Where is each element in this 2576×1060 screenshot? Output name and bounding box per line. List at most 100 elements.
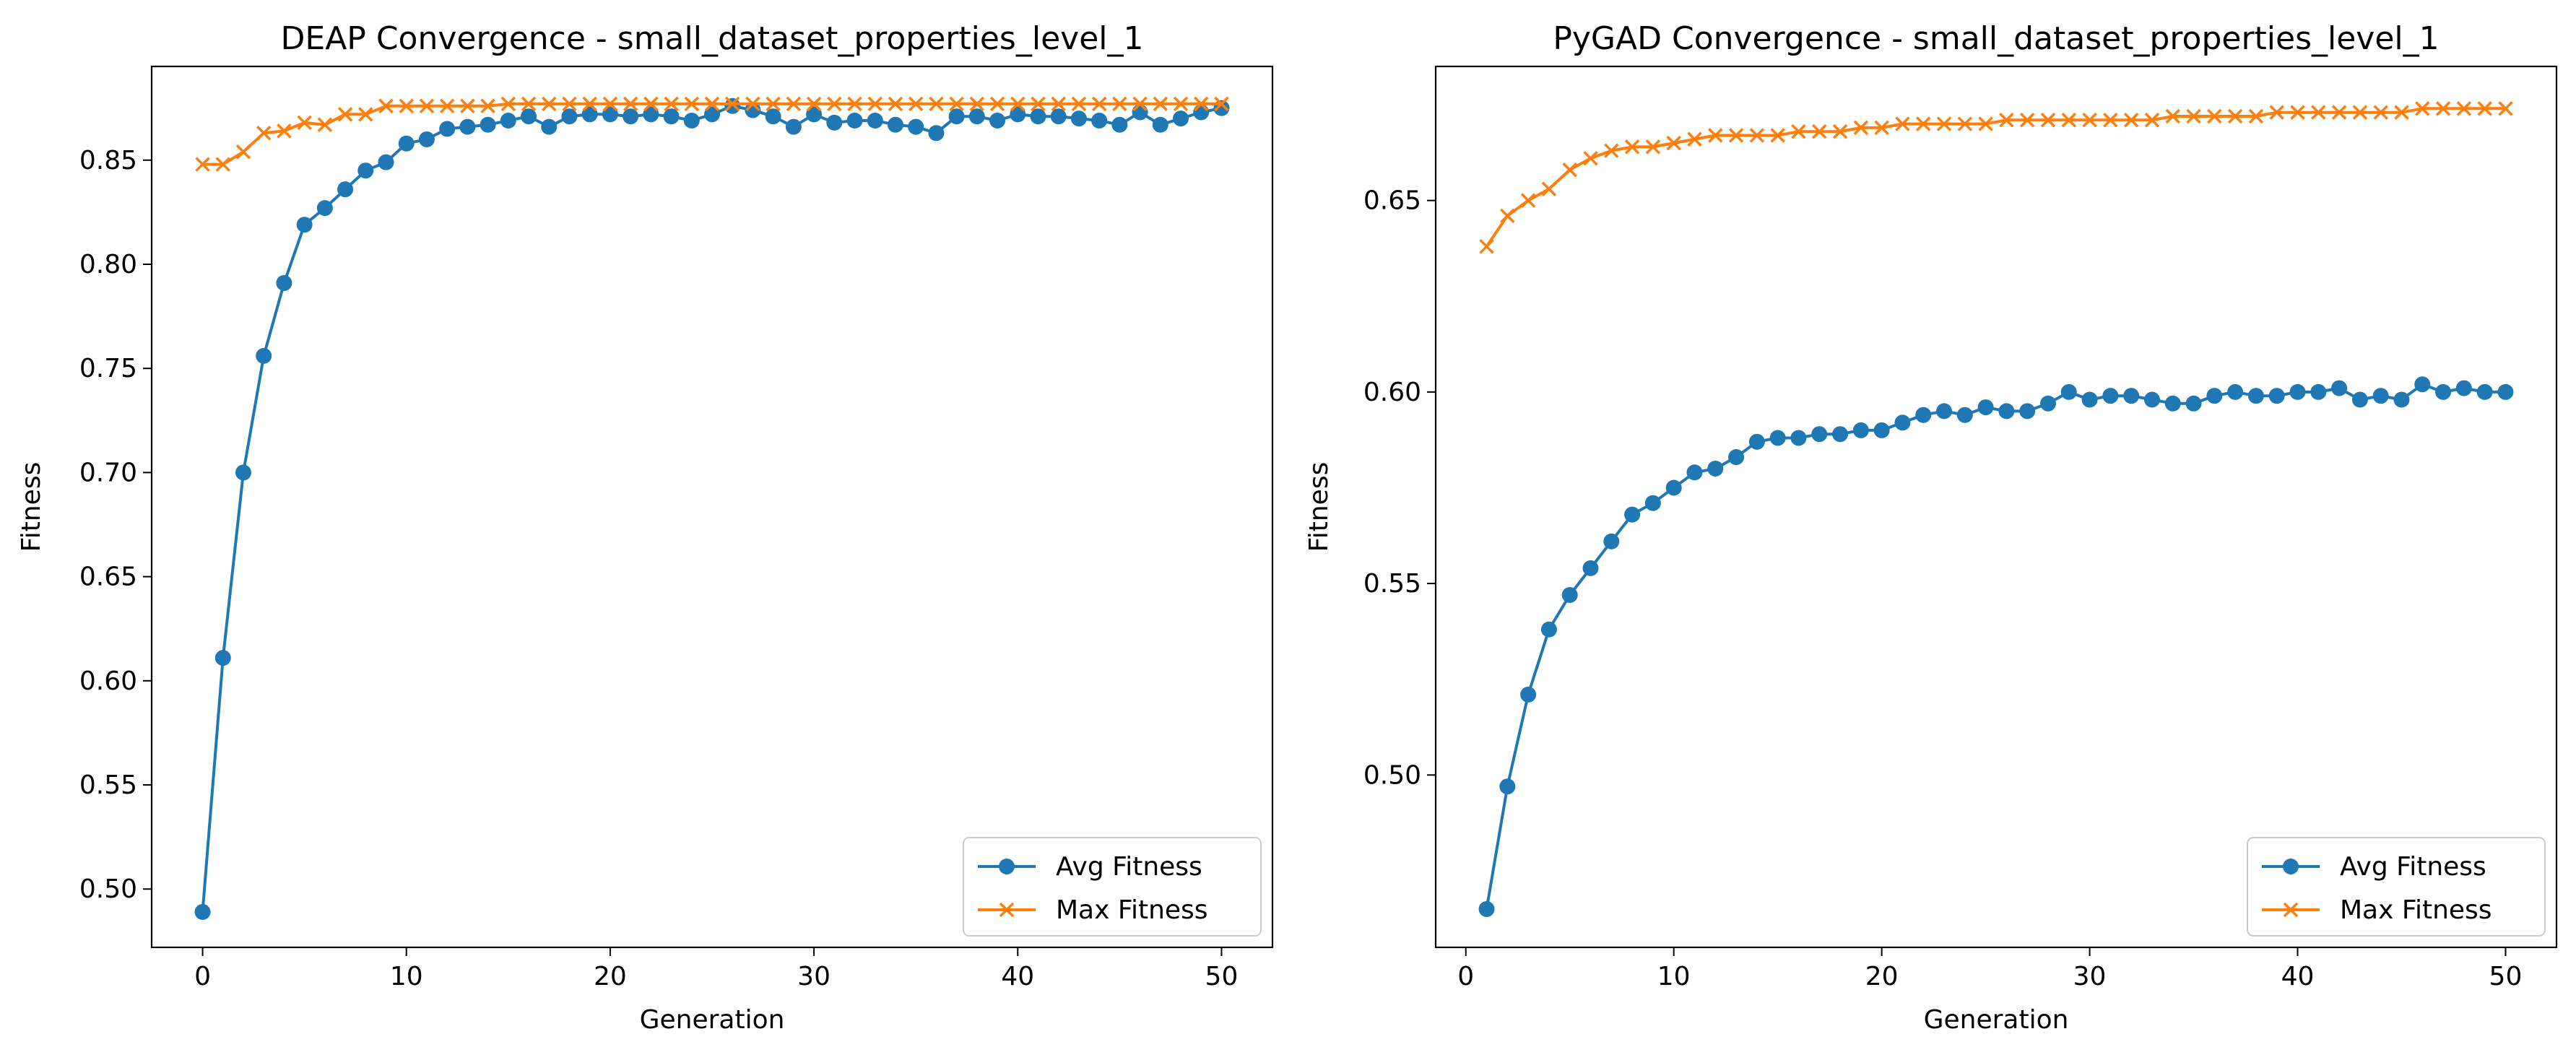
max-fitness-point (1604, 143, 1619, 158)
legend-label: Max Fitness (1056, 895, 1208, 925)
max-fitness-point (2477, 101, 2492, 116)
max-fitness-point (297, 115, 312, 131)
max-fitness-point (1666, 135, 1681, 151)
avg-fitness-point (2414, 376, 2431, 393)
max-fitness-point (2456, 101, 2472, 116)
max-fitness-point (2019, 113, 2035, 128)
max-fitness-point (582, 96, 597, 112)
max-fitness-point (704, 96, 720, 112)
x-axis-label: Generation (1924, 1005, 2069, 1035)
avg-fitness-point (1091, 112, 1108, 129)
max-fitness-point (460, 98, 475, 114)
max-fitness-point (2498, 101, 2513, 116)
max-fitness-point (399, 98, 414, 114)
avg-fitness-point (1894, 414, 1911, 431)
max-fitness-point (1936, 116, 1952, 131)
avg-fitness-point (2289, 383, 2306, 400)
avg-fitness-point (908, 118, 924, 135)
avg-fitness-point (337, 181, 354, 198)
max-fitness-point (1957, 116, 1973, 131)
max-fitness-point (2186, 108, 2201, 124)
legend-label: Avg Fitness (2340, 852, 2486, 882)
avg-fitness-point (663, 108, 680, 125)
pygad-convergence-chart: PyGAD Convergence - small_dataset_proper… (1304, 20, 2558, 1035)
max-fitness-point (2415, 101, 2430, 116)
max-fitness-point (2269, 105, 2284, 120)
avg-fitness-point (1707, 460, 1724, 477)
avg-fitness-point (1915, 407, 1932, 423)
avg-fitness-point (276, 274, 292, 291)
avg-fitness-point (398, 135, 415, 152)
max-fitness-point (1194, 96, 1209, 112)
avg-fitness-point (765, 108, 781, 125)
max-fitness-point (969, 96, 985, 112)
x-tick-label: 40 (2281, 962, 2315, 991)
max-fitness-point (1520, 193, 1536, 208)
avg-fitness-point (316, 200, 333, 217)
max-fitness-point (806, 96, 822, 112)
avg-fitness-point (1728, 449, 1745, 466)
y-tick-label: 0.55 (79, 770, 137, 800)
legend-label: Max Fitness (2340, 895, 2492, 925)
x-axis-label: Generation (640, 1005, 785, 1035)
max-fitness-point (2040, 113, 2056, 128)
max-fitness-point (1770, 128, 1785, 143)
series-line-avg-fitness (201, 104, 1222, 913)
avg-fitness-point (826, 114, 843, 131)
max-fitness-point (419, 98, 435, 114)
avg-fitness-point (1644, 495, 1661, 511)
plot-area-frame (1434, 65, 2558, 949)
avg-fitness-point (1624, 506, 1641, 523)
max-fitness-point (1500, 208, 1515, 224)
avg-fitness-point (480, 116, 496, 133)
max-fitness-point (766, 96, 781, 112)
max-fitness-point (2207, 108, 2222, 124)
max-fitness-point (867, 96, 882, 112)
avg-fitness-point (623, 108, 639, 125)
avg-fitness-point (1030, 108, 1046, 125)
max-fitness-point (500, 96, 516, 112)
legend-box (963, 837, 1262, 937)
avg-fitness-point (1603, 533, 1620, 549)
max-fitness-point (1153, 96, 1168, 112)
avg-fitness-point (1582, 560, 1599, 576)
avg-fitness-point (1936, 403, 1953, 420)
max-fitness-point (2082, 113, 2097, 128)
avg-fitness-point (1998, 403, 2015, 420)
avg-fitness-point (2372, 388, 2389, 404)
avg-fitness-point (2102, 388, 2119, 404)
avg-fitness-point (1769, 430, 1786, 446)
max-fitness-point (1132, 96, 1148, 112)
avg-fitness-point (1873, 422, 1890, 438)
max-fitness-point (378, 98, 394, 114)
avg-fitness-point (887, 116, 903, 133)
avg-fitness-point (704, 106, 720, 123)
avg-fitness-point (2247, 388, 2264, 404)
max-fitness-point (2123, 113, 2139, 128)
avg-fitness-point (378, 154, 394, 170)
max-fitness-point (2311, 105, 2326, 120)
avg-fitness-point (643, 106, 659, 123)
max-fitness-point (1624, 139, 1640, 155)
max-fitness-point (1583, 151, 1598, 166)
avg-fitness-point (2227, 383, 2244, 400)
max-fitness-point (1832, 123, 1848, 139)
max-fitness-point (542, 96, 557, 112)
x-tick-label: 50 (1205, 962, 1239, 991)
plot-area-frame (150, 65, 1274, 949)
max-fitness-point (2103, 113, 2118, 128)
max-fitness-point (2352, 105, 2368, 120)
max-fitness-point (1173, 96, 1189, 112)
legend-marker-x (999, 902, 1015, 918)
y-tick-label: 0.75 (79, 354, 137, 383)
max-fitness-point (1071, 96, 1087, 112)
avg-fitness-point (521, 108, 537, 125)
avg-fitness-point (2206, 388, 2223, 404)
avg-fitness-point (2019, 403, 2036, 420)
avg-fitness-point (1152, 116, 1168, 133)
avg-fitness-point (194, 903, 211, 920)
avg-fitness-point (1520, 686, 1537, 703)
avg-fitness-point (2039, 395, 2056, 412)
legend-marker-circle (999, 859, 1015, 874)
max-fitness-point (1728, 128, 1744, 143)
